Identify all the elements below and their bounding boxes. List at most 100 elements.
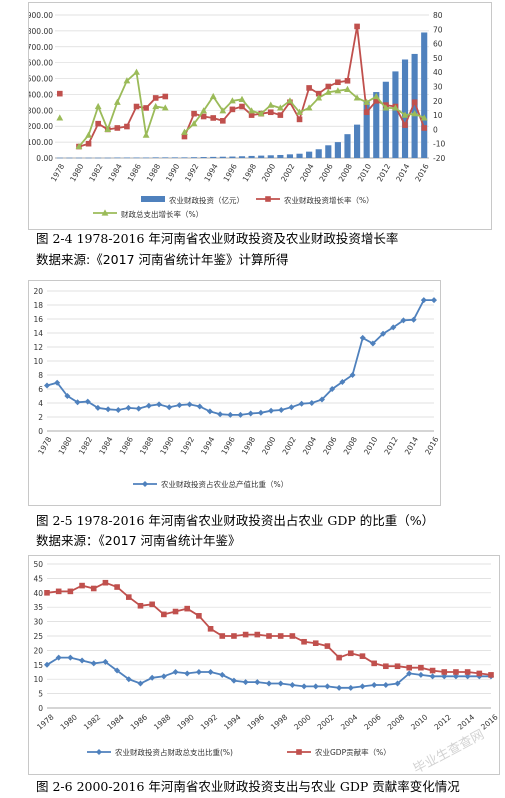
data-point [452,673,459,680]
data-point [441,669,448,675]
data-point [196,613,202,619]
data-point [266,680,272,687]
chart-2-caption: 图 2-5 1978-2016 年河南省农业财政投资出占农业 GDP 的比重（%… [36,513,435,528]
bar [229,156,236,158]
bar [363,101,370,158]
x-tick-label: 1996 [222,162,239,183]
bar [354,124,361,158]
x-tick-label: 2006 [321,435,338,456]
data-point [191,110,197,117]
data-point [44,382,50,389]
chart-1-frame: 0.00 100.00 200.00 300.00 400.00 500.00 600.00… [27,2,492,230]
data-point [242,631,249,638]
bar [219,156,226,158]
data-point [67,588,74,595]
bar [162,157,169,158]
series-line [46,299,434,416]
bar [85,157,92,159]
y-right-tick-label: 80 [433,11,443,20]
x-tick-label: 1994 [199,435,216,456]
data-point [301,638,307,645]
data-point [124,123,130,130]
data-point [229,97,236,104]
data-point [296,116,303,123]
data-point [401,111,409,118]
data-point [286,97,294,104]
y-tick-label: 20 [33,646,43,655]
x-tick-label: 1998 [240,435,257,456]
data-point [324,683,331,690]
data-point [176,402,183,409]
data-point [359,334,366,341]
bar [392,71,399,158]
x-tick-label: 1994 [202,162,219,183]
data-point [336,684,343,691]
data-point [344,85,351,92]
bar [248,155,255,158]
x-tick-label: 2014 [394,162,411,183]
data-point [184,605,191,612]
data-point [306,85,312,91]
x-tick-label: 2000 [260,162,277,183]
data-point [402,122,408,128]
x-tick-label: 1998 [241,162,258,183]
data-point [383,663,389,670]
data-point [206,408,213,415]
y-tick-label: 0 [38,704,43,713]
y-left-tick-label: 700.00 [29,43,53,52]
data-point [336,654,342,661]
data-point [85,131,92,138]
data-point [227,411,234,418]
data-point [371,681,378,688]
bar [344,134,351,158]
x-tick-label: 2008 [342,435,359,456]
data-point [44,590,50,596]
data-point [207,626,214,632]
data-point [289,681,296,688]
data-point [267,101,275,108]
data-point [390,324,397,331]
x-tick-label: 1978 [36,435,53,456]
legend-marker [265,196,271,202]
data-point [55,588,62,595]
data-point [257,110,265,117]
bar [56,157,63,159]
data-point [382,104,390,111]
x-tick-label: 1980 [68,162,85,183]
data-point [230,677,237,684]
y-right-tick-label: -10 [433,140,445,149]
data-point [149,674,156,681]
bar [325,145,332,158]
data-point [152,102,160,110]
x-tick-label: 1988 [138,435,155,456]
x-tick-label: 1980 [59,712,80,731]
bar [267,155,274,158]
data-point [200,107,208,114]
data-point [200,113,207,120]
x-tick-label: 1986 [129,712,150,731]
bar [123,157,130,159]
data-point [421,125,428,131]
y-left-tick-label: 600.00 [29,59,53,68]
x-tick-label: 1992 [199,712,220,731]
x-tick-label: 2008 [337,162,354,183]
chart-2-source: 数据来源：《2017 河南省统计年鉴》 [36,533,241,548]
x-tick-label: 1990 [164,162,181,183]
legend-marker [96,749,102,755]
data-point [184,670,191,677]
y-right-tick-label: 50 [433,54,443,63]
data-point [145,402,152,409]
x-tick-label: 1982 [87,162,104,183]
data-point [277,680,284,687]
y-tick-label: 5 [38,690,43,699]
bar [315,149,322,158]
legend-label: 农业财政投资（亿元） [169,195,244,205]
data-point [54,379,61,386]
bar [75,157,83,159]
y-tick-label: 12 [33,343,43,352]
x-tick-label: 2004 [298,162,315,183]
bar [238,156,246,158]
x-tick-label: 1990 [158,435,175,456]
x-tick-label: 2012 [432,712,453,731]
bar [286,154,294,158]
